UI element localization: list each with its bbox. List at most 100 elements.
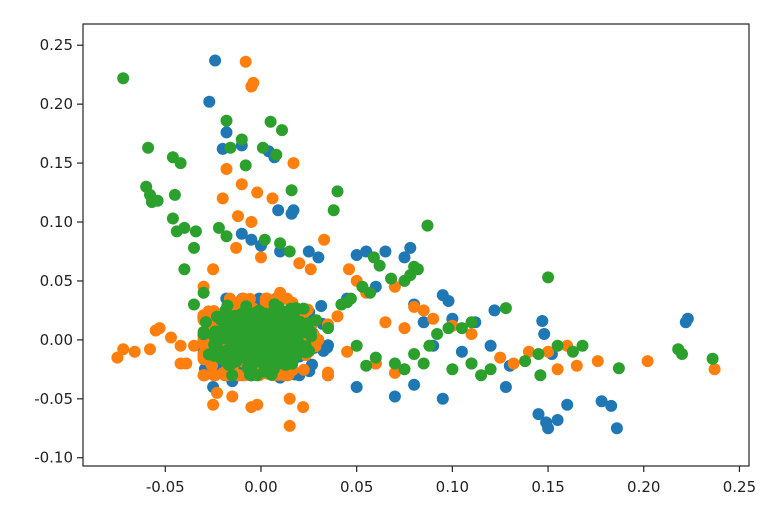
scatter-point [576, 339, 589, 352]
x-tick-label: -0.05 [146, 478, 185, 496]
scatter-point [566, 345, 579, 358]
scatter-point [542, 271, 555, 284]
scatter-point [318, 233, 331, 246]
scatter-point [408, 300, 421, 313]
scatter-point [117, 343, 130, 356]
scatter-point [561, 398, 574, 411]
scatter-point [220, 230, 233, 243]
scatter-point [258, 233, 271, 246]
scatter-point [605, 399, 618, 412]
scatter-point [235, 227, 248, 240]
scatter-point [230, 311, 243, 324]
scatter-point [244, 354, 257, 367]
scatter-point [278, 353, 291, 366]
scatter-point [322, 366, 334, 379]
scatter-point [494, 351, 507, 364]
scatter-point [341, 345, 354, 358]
scatter-point [488, 304, 501, 317]
scatter-point [274, 286, 287, 299]
scatter-point [220, 114, 233, 127]
plot-area-frame [82, 23, 750, 467]
scatter-point [610, 422, 623, 435]
scatter-point [207, 349, 220, 362]
x-tick-label: 0.20 [627, 478, 660, 496]
scatter-point [455, 322, 468, 335]
scatter-point [207, 398, 220, 411]
scatter-point [235, 178, 248, 191]
scatter-point [408, 348, 421, 360]
scatter-point [285, 207, 298, 220]
scatter-point [206, 359, 219, 372]
scatter-point [398, 274, 411, 287]
scatter-point [128, 345, 141, 358]
scatter-point [364, 286, 377, 299]
scatter-point [174, 357, 187, 370]
scatter-point [251, 398, 264, 411]
scatter-point [257, 339, 270, 352]
scatter-point [243, 368, 256, 381]
scatter-point [226, 369, 239, 382]
scatter-point [499, 302, 512, 315]
scatter-point [350, 339, 363, 352]
scatter-point [266, 192, 279, 205]
scatter-point [442, 295, 455, 307]
scatter-point [293, 257, 306, 270]
scatter-point [676, 348, 688, 360]
scatter-point [272, 204, 285, 217]
scatter-point [239, 332, 252, 345]
scatter-point [404, 241, 417, 254]
scatter-point [388, 390, 401, 403]
scatter-point [208, 338, 221, 351]
scatter-point [297, 401, 310, 414]
scatter-point [165, 331, 177, 344]
scatter-point [224, 141, 237, 154]
y-tick-label: 0.15 [40, 154, 73, 172]
scatter-point [446, 363, 459, 376]
scatter-point [297, 363, 310, 376]
scatter-point [211, 386, 223, 399]
scatter-point [209, 369, 222, 382]
scatter-point [423, 339, 436, 352]
scatter-point [289, 332, 302, 344]
scatter-point [268, 338, 281, 351]
scatter-point [274, 245, 287, 258]
scatter-point [274, 237, 287, 250]
scatter-point [388, 357, 401, 370]
scatter-point [369, 351, 382, 364]
x-tick-label: 0.00 [244, 478, 277, 496]
scatter-point [188, 298, 200, 311]
scatter-point [532, 408, 545, 421]
scatter-point [436, 392, 449, 405]
scatter-point [255, 251, 267, 264]
x-tick-label: 0.10 [436, 478, 469, 496]
scatter-point [198, 369, 211, 382]
y-tick-label: 0.25 [40, 36, 73, 54]
scatter-point [302, 245, 315, 258]
scatter-point [226, 390, 239, 403]
x-tick-label: 0.25 [723, 478, 756, 496]
scatter-point [331, 310, 344, 323]
scatter-point [230, 241, 243, 254]
scatter-point [343, 263, 355, 276]
scatter-point [188, 339, 200, 352]
scatter-point [245, 233, 258, 246]
scatter-point [262, 360, 275, 373]
scatter-point [519, 355, 532, 368]
scatter-point [542, 345, 555, 358]
x-tick-label: 0.05 [340, 478, 373, 496]
scatter-point [475, 369, 488, 382]
scatter-point [335, 298, 348, 311]
scatter-point [142, 141, 155, 154]
scatter-point [431, 328, 444, 340]
scatter-point [265, 313, 278, 326]
scatter-point [322, 339, 334, 352]
y-tick-label: 0.05 [40, 272, 73, 290]
scatter-point [218, 309, 231, 321]
scatter-point [379, 316, 392, 329]
scatter-point [220, 332, 233, 345]
scatter-point [551, 339, 564, 352]
scatter-point [222, 358, 235, 371]
scatter-point [174, 157, 187, 170]
scatter-point [484, 339, 497, 352]
